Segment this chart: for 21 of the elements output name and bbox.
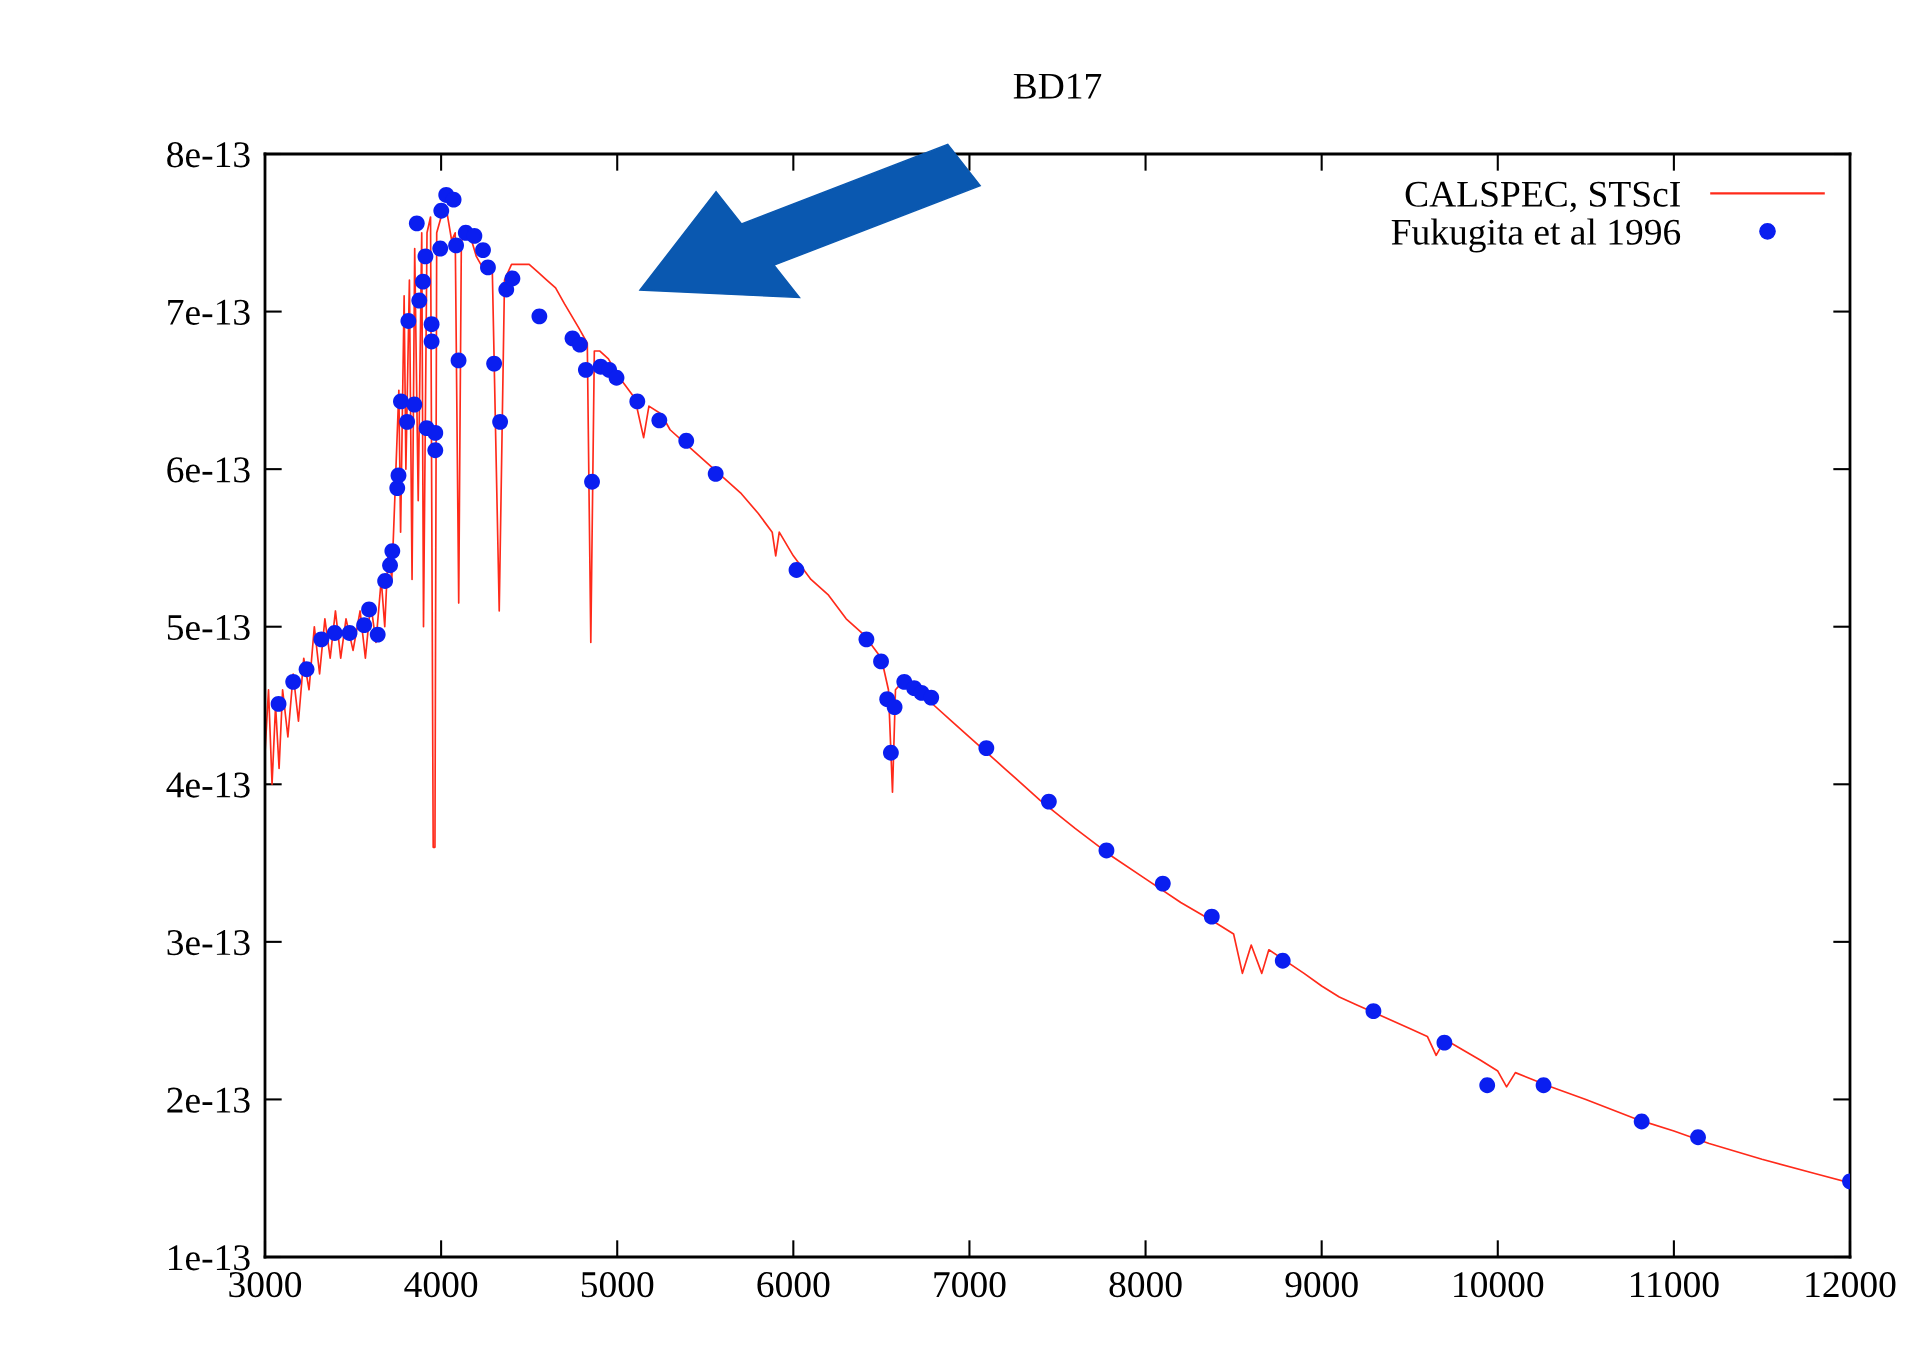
- chart-title: BD17: [1013, 73, 1102, 99]
- x-tick-label: 11000: [1631, 1271, 1719, 1298]
- y-tick-label: 8e-13: [167, 142, 250, 168]
- legend-label: CALSPEC, STScI: [1405, 181, 1680, 213]
- x-tick-label: 6000: [757, 1271, 830, 1298]
- x-tick-label: 5000: [581, 1271, 654, 1298]
- x-tick-label: 3000: [229, 1271, 302, 1298]
- x-tick-label: 4000: [404, 1271, 478, 1298]
- x-tick-label: 12000: [1806, 1271, 1896, 1298]
- x-tick-label: 9000: [1285, 1271, 1358, 1298]
- y-tick-label: 5e-13: [167, 614, 250, 641]
- y-tick-label: 7e-13: [168, 299, 250, 325]
- x-tick-label: 8000: [1109, 1271, 1182, 1298]
- x-tick-label: 10000: [1454, 1271, 1544, 1298]
- y-tick-label: 4e-13: [166, 772, 250, 798]
- x-tick-label: 7000: [934, 1271, 1006, 1298]
- y-tick-label: 3e-13: [167, 930, 250, 956]
- y-tick-label: 1e-13: [169, 1245, 250, 1271]
- y-tick-label: 2e-13: [167, 1087, 250, 1113]
- y-tick-label: 6e-13: [167, 457, 250, 483]
- legend-label: Fukugita et al 1996: [1391, 218, 1681, 253]
